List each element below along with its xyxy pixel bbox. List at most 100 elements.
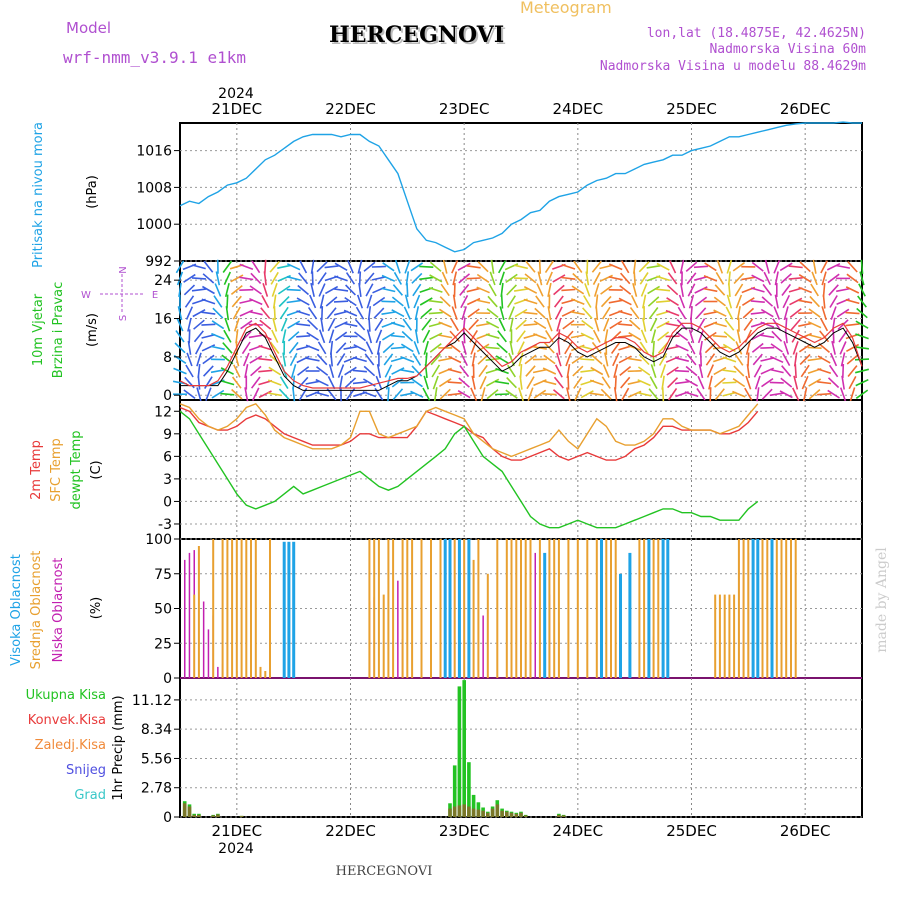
dewpt-axis-label: dewpt Temp	[69, 430, 84, 509]
wind-barb	[679, 259, 685, 274]
wind-barb	[413, 341, 421, 355]
wind-barb	[712, 322, 727, 328]
wind-barb	[592, 329, 601, 343]
wind-barb	[271, 329, 279, 343]
wind-barb	[754, 375, 761, 390]
precip-convective-bar	[519, 812, 523, 817]
wind-barb	[591, 260, 602, 273]
wind-barb	[714, 388, 725, 401]
wind-barb	[241, 341, 251, 355]
wind-barb	[486, 389, 499, 400]
wind-barb	[438, 378, 452, 388]
precip-convective-bar	[211, 815, 215, 817]
wind-barb	[374, 318, 384, 332]
precip-convective-bar	[448, 808, 452, 817]
wind-barb	[836, 264, 851, 269]
wind-barb	[667, 272, 678, 285]
wind-barb	[514, 264, 528, 270]
wind-barb	[632, 282, 638, 297]
wind-barb	[489, 271, 496, 286]
wind-barb	[429, 274, 443, 283]
wind-barb	[201, 311, 216, 315]
wind-barb	[592, 271, 601, 285]
wind-barb	[381, 274, 396, 282]
wind-barb	[690, 306, 693, 321]
wind-barb	[211, 332, 225, 340]
cloud-bar	[576, 539, 579, 678]
wind-barb	[855, 368, 869, 374]
wind-barb	[318, 329, 326, 344]
wind-barb	[286, 275, 301, 281]
wind-barb	[745, 375, 752, 390]
wind-barb	[699, 340, 703, 355]
wind-barb	[532, 345, 547, 350]
wind-barb	[485, 357, 500, 361]
legend-frz-precip: Zaledj.Kisa	[35, 738, 106, 753]
wind-barb	[466, 297, 481, 306]
wind-barb	[432, 375, 439, 390]
wind-barb	[783, 340, 790, 355]
wind-barb	[842, 363, 845, 379]
top-year-label: 2024	[218, 86, 254, 102]
wind-barb	[318, 283, 326, 297]
wind-barb	[547, 306, 552, 321]
wind-barb	[752, 353, 763, 366]
cloud-bar	[235, 539, 238, 678]
wind-barb	[580, 345, 595, 351]
wind-barb	[194, 341, 203, 355]
wind-barb	[619, 365, 632, 377]
wind-barb	[438, 357, 453, 362]
wind-barb	[485, 320, 500, 329]
wind-barb	[781, 365, 792, 377]
wind-barb	[783, 306, 789, 321]
y-tick-label: 3	[163, 472, 172, 488]
wind-barb	[846, 354, 859, 365]
cloud-bar	[619, 573, 622, 679]
wind-barb	[382, 342, 395, 354]
wind-barb	[764, 259, 770, 274]
wind-barb	[736, 329, 742, 344]
wind-barb	[628, 332, 642, 341]
wind-barb	[451, 260, 459, 274]
wind-barb	[831, 340, 836, 355]
y-tick-label: 2.78	[141, 781, 172, 797]
wind-barb	[524, 354, 537, 365]
wind-barb	[800, 364, 810, 378]
wind-barb	[685, 365, 698, 377]
wind-barb	[211, 389, 225, 399]
wind-barb	[333, 288, 349, 292]
wind-barb	[278, 296, 290, 308]
wind-barb	[423, 375, 430, 390]
wind-barb	[618, 334, 633, 338]
wind-barb	[286, 299, 301, 304]
wind-barb	[185, 364, 194, 378]
wind-barb	[305, 380, 320, 385]
wind-barb	[324, 265, 339, 269]
wind-axis-unit: (m/s)	[85, 313, 100, 347]
wind-barb	[656, 262, 670, 271]
wind-barb	[279, 306, 289, 320]
wind-barb	[667, 387, 678, 401]
wind-barb	[820, 260, 829, 274]
wind-barb	[845, 286, 860, 294]
wind-barb	[174, 342, 186, 354]
wind-barb	[533, 333, 547, 340]
wind-barb	[400, 356, 415, 363]
pressure-axis-unit: (hPa)	[85, 175, 100, 209]
wind-barb	[365, 283, 374, 297]
wind-barb	[212, 307, 224, 319]
wind-barb	[201, 333, 216, 339]
wind-barb	[316, 366, 329, 376]
wind-barb	[460, 352, 469, 367]
wind-barb	[846, 273, 859, 284]
wind-barb	[751, 274, 765, 283]
wind-barb	[629, 307, 640, 320]
wind-barb	[381, 332, 395, 341]
wind-barb	[394, 259, 401, 274]
wind-barb	[544, 342, 555, 354]
station-title-shadow: HERCEGNOVI	[331, 24, 506, 50]
wind-barb	[499, 271, 505, 286]
wind-barb	[565, 352, 572, 367]
wind-barb	[335, 342, 347, 354]
wind-barb	[735, 294, 743, 309]
